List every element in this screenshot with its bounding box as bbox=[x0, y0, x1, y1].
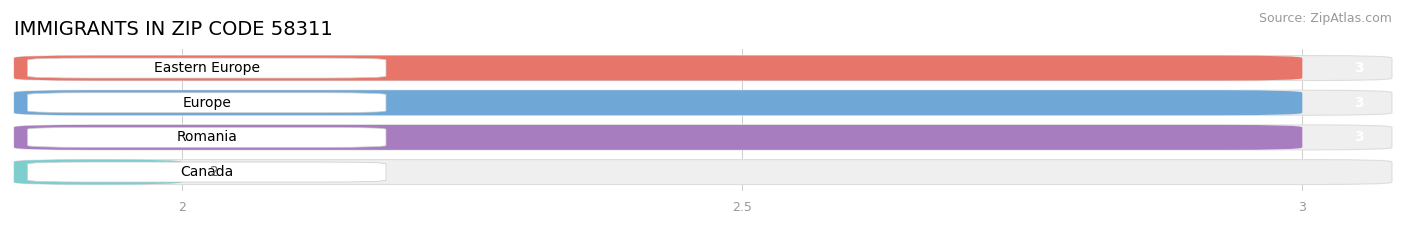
FancyBboxPatch shape bbox=[14, 90, 1302, 115]
FancyBboxPatch shape bbox=[28, 127, 387, 147]
Text: Canada: Canada bbox=[180, 165, 233, 179]
FancyBboxPatch shape bbox=[14, 159, 183, 184]
FancyBboxPatch shape bbox=[14, 56, 1392, 81]
Text: IMMIGRANTS IN ZIP CODE 58311: IMMIGRANTS IN ZIP CODE 58311 bbox=[14, 20, 333, 39]
FancyBboxPatch shape bbox=[14, 125, 1392, 150]
Text: Europe: Europe bbox=[183, 96, 231, 110]
Text: Source: ZipAtlas.com: Source: ZipAtlas.com bbox=[1258, 12, 1392, 25]
Text: Romania: Romania bbox=[176, 130, 238, 144]
Text: 3: 3 bbox=[1354, 61, 1364, 75]
Text: Eastern Europe: Eastern Europe bbox=[153, 61, 260, 75]
FancyBboxPatch shape bbox=[28, 58, 387, 78]
Text: 3: 3 bbox=[1354, 96, 1364, 110]
Text: 2: 2 bbox=[209, 165, 219, 179]
FancyBboxPatch shape bbox=[28, 93, 387, 113]
Text: 3: 3 bbox=[1354, 130, 1364, 144]
FancyBboxPatch shape bbox=[28, 162, 387, 182]
FancyBboxPatch shape bbox=[14, 90, 1392, 115]
FancyBboxPatch shape bbox=[14, 125, 1302, 150]
FancyBboxPatch shape bbox=[14, 159, 1392, 184]
FancyBboxPatch shape bbox=[14, 56, 1302, 81]
